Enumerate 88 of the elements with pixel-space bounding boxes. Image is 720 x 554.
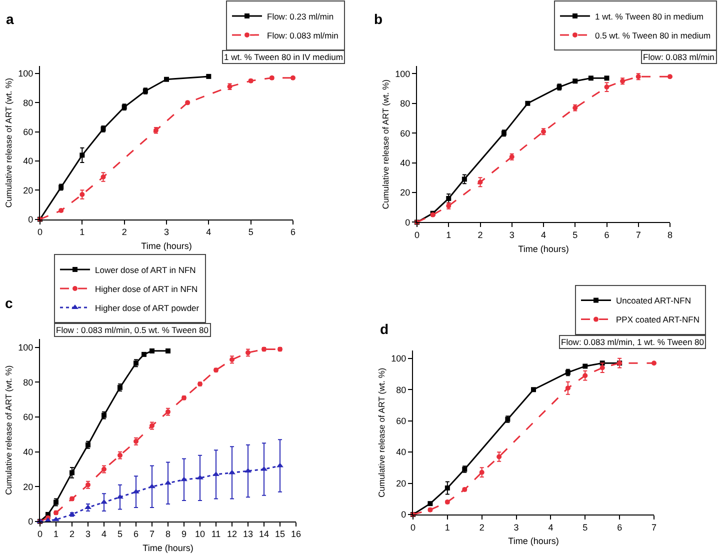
x-tick-label: 13 [242,529,254,540]
x-tick-label: 1 [446,230,452,240]
y-tick-label: 40 [23,156,34,166]
legend-label: Higher dose of ART in NFN [95,284,198,294]
x-axis-title: Time (hours) [508,536,559,546]
x-tick-label: 8 [165,529,171,540]
y-tick-label: 80 [400,98,410,109]
x-tick-label: 3 [164,227,170,238]
legend-label: Lower dose of ART in NFN [95,264,196,275]
x-tick-label: 4 [548,522,554,532]
y-tick-label: 60 [23,412,34,422]
x-tick-label: 2 [122,227,127,238]
chart-title: d [380,321,389,337]
y-axis-title: Cumulative release of ART (wt. %) [380,79,391,210]
x-tick-label: 5 [582,522,588,532]
y-tick-label: 60 [23,126,34,137]
y-axis-title: Cumulative release of ART (wt. %) [4,365,14,495]
x-tick-label: 16 [290,529,302,540]
y-tick-label: 0 [28,214,34,224]
x-tick-label: 0 [37,529,43,540]
y-tick-label: 0 [405,217,410,228]
y-tick-label: 40 [23,446,34,457]
x-tick-label: 8 [667,230,673,240]
x-tick-label: 2 [478,230,483,240]
text: Flow: 0.083 ml/min [643,52,715,62]
x-tick-label: 4 [540,230,546,240]
chart-title: b [374,11,383,27]
x-tick-label: 3 [85,529,91,540]
y-tick-label: 100 [18,342,34,353]
x-axis-title: Time (hours) [141,240,192,251]
x-tick-label: 7 [636,230,641,240]
x-tick-label: 1 [53,529,59,540]
legend-label: 0.5 wt. % Tween 80 in medium [595,30,711,40]
legend-label: Uncoated ART-NFN [616,296,691,306]
text: Flow: 0.083 ml/min, 1 wt. % Tween 80 [561,337,704,347]
x-tick-label: 6 [133,529,139,540]
x-tick-label: 12 [226,529,238,540]
x-tick-label: 7 [651,522,657,532]
x-tick-label: 15 [274,529,286,540]
x-tick-label: 11 [211,529,221,540]
legend-label: Flow: 0.083 ml/min [267,30,339,40]
text: 1 wt. % Tween 80 in IV medium [224,52,343,62]
x-tick-label: 0 [414,230,420,240]
x-tick-label: 3 [514,522,519,532]
y-tick-label: 80 [23,377,34,388]
y-tick-label: 40 [396,447,406,458]
x-tick-label: 3 [509,230,514,240]
x-tick-label: 5 [117,529,123,540]
x-tick-label: 0 [37,227,43,238]
x-tick-label: 1 [80,227,85,238]
y-tick-label: 40 [400,158,410,168]
y-axis-title: Cumulative release of ART (wt. %) [376,368,387,498]
x-tick-label: 5 [248,227,254,238]
x-tick-label: 9 [181,529,187,540]
text: Flow : 0.083 ml/min, 0.5 wt. % Tween 80 [56,325,209,335]
y-tick-label: 20 [396,478,406,488]
x-tick-label: 1 [444,522,450,532]
y-tick-label: 80 [23,98,34,108]
y-tick-label: 20 [400,188,410,198]
x-tick-label: 7 [149,529,155,540]
y-tick-label: 100 [395,68,410,79]
x-axis-title: Time (hours) [142,543,194,554]
legend-label: PPX coated ART-NFN [616,314,700,325]
x-tick-label: 4 [101,529,107,540]
x-tick-label: 10 [194,529,206,540]
y-tick-label: 100 [391,354,406,364]
x-tick-label: 14 [258,529,270,540]
legend-label: Higher dose of ART powder [95,302,200,313]
y-axis-title: Cumulative release of ART (wt. %) [4,78,14,208]
y-tick-label: 0 [401,510,406,520]
chart-title: a [6,11,14,27]
x-axis-title: Time (hours) [518,244,569,254]
chart-title: c [5,295,13,311]
y-tick-label: 80 [396,384,406,395]
legend-label: 1 wt. % Tween 80 in medium [595,11,704,22]
y-tick-label: 60 [400,128,410,138]
legend-label: Flow: 0.23 ml/min [267,11,334,22]
y-tick-label: 20 [23,482,34,492]
x-tick-label: 6 [617,522,622,532]
y-tick-label: 20 [23,185,34,196]
y-tick-label: 100 [18,68,34,79]
y-tick-label: 60 [396,416,406,426]
x-tick-label: 2 [479,522,484,532]
x-tick-label: 6 [604,230,610,240]
x-tick-label: 6 [290,227,296,238]
x-tick-label: 4 [206,227,212,238]
x-tick-label: 2 [69,529,75,540]
x-tick-label: 5 [572,230,578,240]
